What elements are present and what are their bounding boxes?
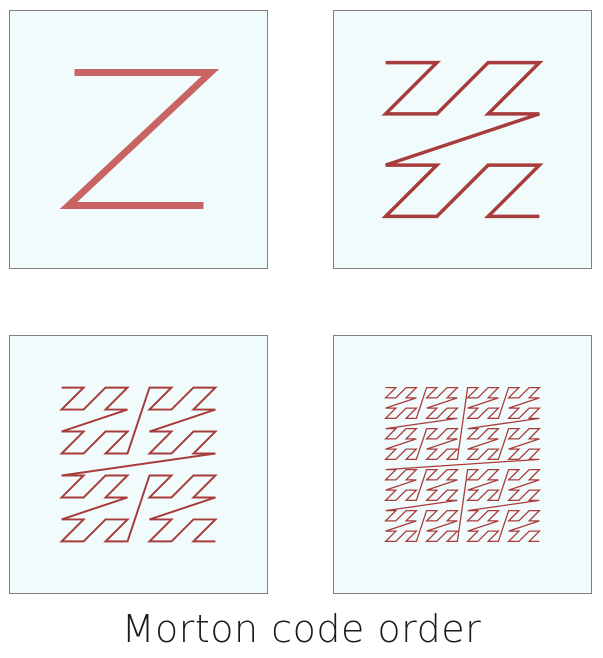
morton-order-2-panel (333, 10, 592, 269)
z-curve-path (381, 60, 544, 219)
z-curve-path (384, 386, 541, 543)
morton-order-1-curve (59, 69, 220, 209)
morton-order-1-panel (9, 10, 268, 269)
z-curve-path (59, 69, 220, 209)
morton-order-4-curve (384, 386, 541, 543)
morton-order-2-curve (381, 60, 544, 219)
morton-order-4-panel (333, 335, 592, 594)
caption: Morton code order (121, 607, 482, 651)
z-curve-path (59, 386, 218, 543)
morton-order-3-panel (9, 335, 268, 594)
morton-order-3-curve (59, 386, 218, 543)
